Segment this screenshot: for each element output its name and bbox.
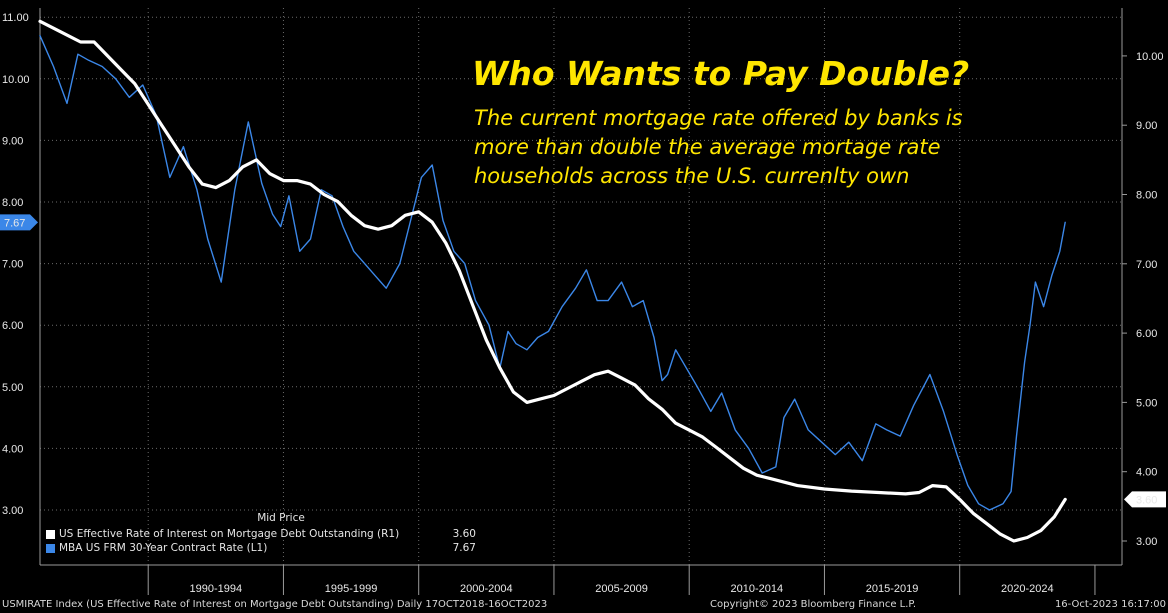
- left-axis-tick-label: 10.00: [2, 74, 30, 86]
- legend-entry-mba-rate: MBA US FRM 30-Year Contract Rate (L1) 7.…: [46, 541, 476, 555]
- footer-bar: USMIRATE Index (US Effective Rate of Int…: [0, 599, 1168, 613]
- legend-swatch-blue: [46, 543, 55, 553]
- last-value-tag-left: [0, 214, 38, 231]
- chart-legend: Mid Price US Effective Rate of Interest …: [46, 512, 476, 555]
- last-value-tag-right: [1124, 491, 1166, 508]
- x-axis-period-label: 2010-2014: [731, 583, 784, 595]
- x-axis-period-label: 2000-2004: [460, 583, 513, 595]
- legend-header: Mid Price: [257, 512, 305, 524]
- series-line-mba-rate: [39, 35, 1066, 511]
- left-axis-tick-label: 3.00: [2, 505, 23, 517]
- legend-label: US Effective Rate of Interest on Mortgag…: [59, 528, 400, 540]
- footer-copyright: Copyright© 2023 Bloomberg Finance L.P.: [710, 599, 917, 610]
- subtitle-line: households across the U.S. currenlty own: [474, 164, 910, 188]
- chart-title: Who Wants to Pay Double?: [472, 54, 970, 93]
- series-line-effective-rate: [38, 19, 1067, 543]
- legend-value: 3.60: [452, 528, 476, 540]
- right-axis-tick-label: 8.00: [1136, 190, 1157, 202]
- left-axis-tick-label: 5.00: [2, 382, 23, 394]
- legend-label: MBA US FRM 30-Year Contract Rate (L1): [59, 542, 268, 554]
- legend-entry-effective-rate: US Effective Rate of Interest on Mortgag…: [46, 527, 476, 541]
- right-axis-tick-label: 9.00: [1136, 120, 1157, 132]
- last-value-tag-right-label: 3.60: [1136, 494, 1157, 506]
- x-axis-period-label: 2020-2024: [1001, 583, 1054, 595]
- x-axis-period-label: 2005-2009: [595, 583, 648, 595]
- right-axis-tick-label: 5.00: [1136, 397, 1157, 409]
- chart-subtitle: The current mortgage rate offered by ban…: [474, 104, 1084, 191]
- left-axis-tick-label: 4.00: [2, 443, 23, 455]
- right-axis-tick-label: 3.00: [1136, 536, 1157, 548]
- legend-swatch-white: [46, 529, 55, 539]
- footer-timestamp: 16-Oct-2023 16:17:00: [1054, 599, 1166, 610]
- right-axis-tick-label: 10.00: [1136, 51, 1164, 63]
- x-axis-period-label: 2015-2019: [866, 583, 919, 595]
- footer-index-description: USMIRATE Index (US Effective Rate of Int…: [2, 599, 548, 610]
- legend-value: 7.67: [452, 542, 476, 554]
- right-axis-tick-label: 7.00: [1136, 259, 1157, 271]
- right-axis-tick-label: 6.00: [1136, 328, 1157, 340]
- left-axis-tick-label: 7.00: [2, 259, 23, 271]
- left-axis-tick-label: 6.00: [2, 320, 23, 332]
- last-value-tag-left-label: 7.67: [4, 217, 25, 229]
- subtitle-line: The current mortgage rate offered by ban…: [474, 106, 963, 130]
- right-axis-tick-label: 4.00: [1136, 467, 1157, 479]
- left-axis-tick-label: 8.00: [2, 197, 23, 209]
- x-axis-period-label: 1995-1999: [325, 583, 378, 595]
- x-axis-period-label: 1990-1994: [190, 583, 243, 595]
- subtitle-line: more than double the average mortage rat…: [474, 135, 941, 159]
- left-axis-tick-label: 9.00: [2, 135, 23, 147]
- left-axis-tick-label: 11.00: [2, 12, 29, 24]
